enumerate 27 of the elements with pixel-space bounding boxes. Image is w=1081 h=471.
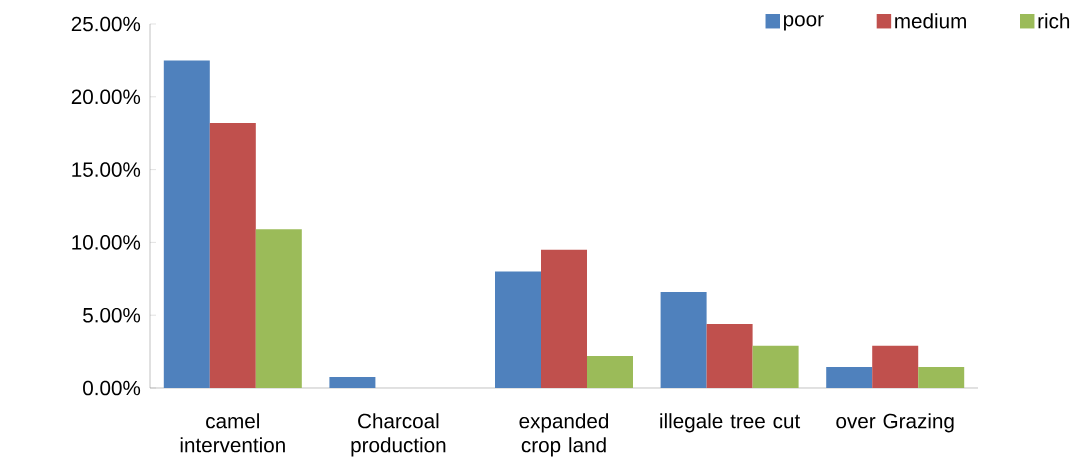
legend-label: medium — [895, 13, 966, 29]
x-tick-label: Charcoal production — [351, 413, 446, 457]
bar — [541, 249, 588, 388]
y-tick-label: 10.00% — [72, 235, 141, 250]
bar — [209, 123, 256, 388]
x-tick-label: illegale tree cut — [660, 413, 801, 433]
y-tick-label: 0.00% — [83, 380, 141, 396]
bar — [495, 271, 542, 388]
bar — [752, 345, 799, 388]
x-tick-label: expanded crop land — [519, 413, 609, 457]
bar — [660, 291, 707, 388]
bar — [706, 323, 753, 388]
bar — [163, 60, 210, 388]
legend-label: poor — [783, 15, 824, 31]
bar — [587, 355, 634, 388]
bar — [255, 229, 302, 388]
legend-label: rich — [1038, 13, 1070, 29]
y-tick-label: 15.00% — [72, 162, 141, 177]
bar — [329, 377, 376, 388]
x-tick-label: camel intervention — [180, 413, 285, 453]
y-tick-label: 20.00% — [71, 89, 141, 105]
x-tick-label: over Grazing — [836, 413, 954, 433]
bar — [918, 366, 965, 388]
bar — [826, 366, 873, 388]
y-tick-label: 25.00% — [71, 16, 141, 32]
bar — [872, 345, 919, 388]
y-tick-label: 5.00% — [83, 307, 141, 323]
